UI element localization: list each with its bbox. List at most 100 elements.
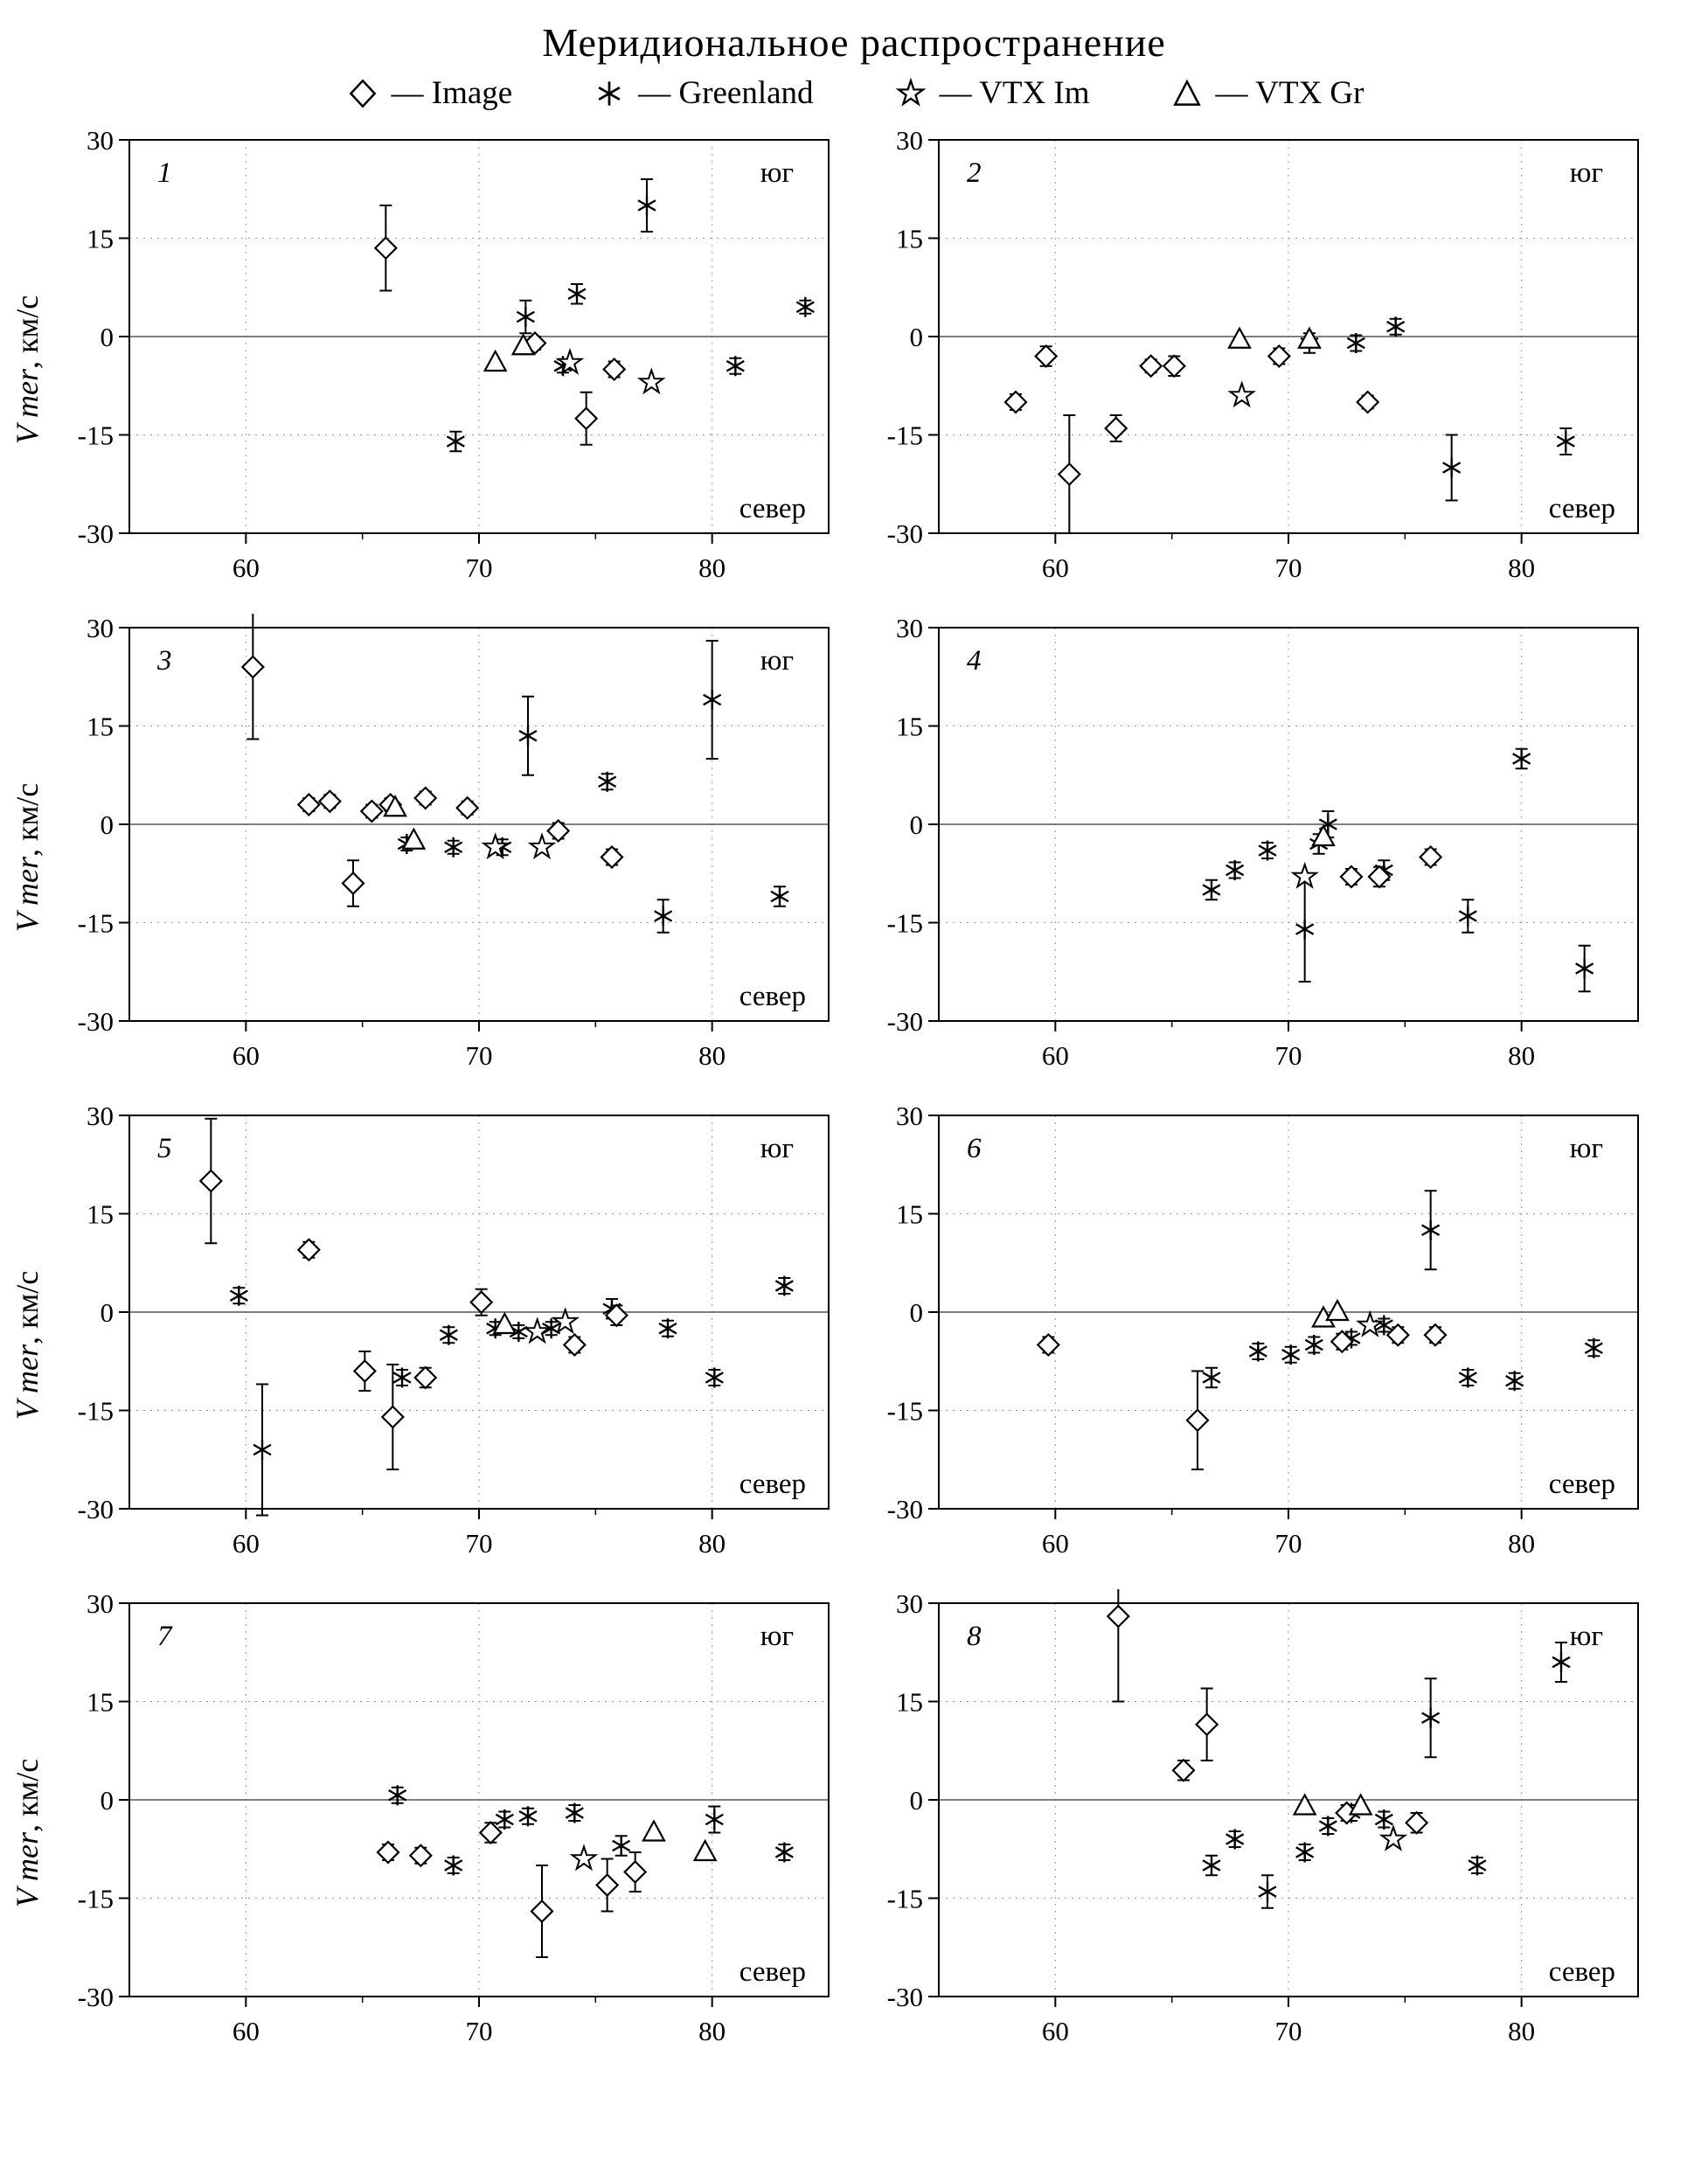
svg-text:север: север <box>739 981 806 1012</box>
panel-1-chart: 60 70 80 -30 -15 0 15 30 1 юг север <box>78 126 830 583</box>
svg-text:70: 70 <box>466 552 493 583</box>
svg-text:70: 70 <box>1275 1040 1302 1071</box>
svg-text:15: 15 <box>896 1687 923 1718</box>
svg-text:15: 15 <box>87 1687 114 1718</box>
svg-text:0: 0 <box>910 322 924 352</box>
svg-text:0: 0 <box>101 1785 115 1816</box>
svg-text:70: 70 <box>466 2016 493 2046</box>
svg-text:-15: -15 <box>78 1884 114 1914</box>
svg-text:80: 80 <box>1508 552 1535 583</box>
diamond-icon <box>349 78 376 108</box>
y-axis-label: V mer, км/с <box>10 1758 45 1908</box>
star-icon <box>895 77 926 107</box>
legend-item-vtx-im: — VTX Im <box>892 74 1090 112</box>
triangle-icon <box>1172 79 1201 106</box>
svg-text:3: 3 <box>156 645 172 677</box>
svg-text:юг: юг <box>760 1621 794 1652</box>
svg-text:80: 80 <box>1508 1528 1535 1559</box>
panel-5-chart: 60 70 80 -30 -15 0 15 30 5 юг север <box>78 1101 830 1559</box>
svg-text:30: 30 <box>896 1101 923 1131</box>
svg-text:5: 5 <box>157 1133 172 1164</box>
svg-text:70: 70 <box>1275 552 1302 583</box>
svg-text:-15: -15 <box>887 420 923 451</box>
svg-text:-15: -15 <box>887 908 923 939</box>
svg-text:север: север <box>1549 1956 1615 1988</box>
svg-text:15: 15 <box>87 224 114 254</box>
svg-text:юг: юг <box>1570 1621 1603 1652</box>
svg-text:0: 0 <box>101 809 115 840</box>
svg-text:юг: юг <box>1570 1133 1603 1164</box>
svg-text:0: 0 <box>101 1297 115 1328</box>
panel-2: 60 70 80 -30 -15 0 15 30 2 юг север <box>855 126 1708 614</box>
svg-text:30: 30 <box>896 614 923 643</box>
svg-text:север: север <box>739 493 806 524</box>
svg-text:-15: -15 <box>78 1396 114 1427</box>
svg-text:30: 30 <box>896 1589 923 1619</box>
panel-3: V mer, км/с 60 70 80 -30 -15 0 15 30 3 юг север <box>0 614 855 1101</box>
svg-text:7: 7 <box>157 1621 173 1652</box>
chart-title: Меридиональное распространение <box>542 20 1166 65</box>
svg-text:15: 15 <box>87 1199 114 1230</box>
legend: — Image — Greenland — VTX Im — VTX Gr <box>0 74 1708 112</box>
svg-text:15: 15 <box>896 1199 923 1230</box>
svg-text:70: 70 <box>466 1040 493 1071</box>
panel-4-chart: 60 70 80 -30 -15 0 15 30 4 <box>887 614 1639 1071</box>
panel-8: 60 70 80 -30 -15 0 15 30 8 юг север <box>855 1589 1708 2077</box>
svg-text:60: 60 <box>1042 552 1069 583</box>
svg-text:-30: -30 <box>78 1982 114 2012</box>
svg-text:-30: -30 <box>887 1494 923 1525</box>
legend-label-greenland: — Greenland <box>638 75 814 111</box>
legend-item-vtx-gr: — VTX Gr <box>1169 74 1364 112</box>
svg-text:юг: юг <box>760 645 794 677</box>
svg-text:-30: -30 <box>887 518 923 549</box>
svg-text:4: 4 <box>967 645 982 677</box>
legend-label-image: — Image <box>391 75 513 111</box>
svg-text:60: 60 <box>1042 2016 1069 2046</box>
asterisk-icon <box>598 80 621 106</box>
svg-text:-15: -15 <box>887 1884 923 1914</box>
svg-text:30: 30 <box>87 1589 114 1619</box>
svg-text:-15: -15 <box>887 1396 923 1427</box>
svg-text:юг: юг <box>760 157 794 189</box>
svg-text:80: 80 <box>698 1528 726 1559</box>
svg-text:30: 30 <box>896 126 923 156</box>
svg-text:0: 0 <box>910 1297 924 1328</box>
svg-text:0: 0 <box>910 809 924 840</box>
panel-2-chart: 60 70 80 -30 -15 0 15 30 2 юг север <box>887 126 1639 583</box>
svg-text:-15: -15 <box>78 908 114 939</box>
svg-text:60: 60 <box>1042 1040 1069 1071</box>
svg-text:юг: юг <box>1570 157 1603 189</box>
svg-text:-30: -30 <box>78 518 114 549</box>
svg-text:15: 15 <box>87 712 114 742</box>
y-axis-label: V mer, км/с <box>10 782 45 933</box>
svg-text:60: 60 <box>233 552 260 583</box>
svg-text:30: 30 <box>87 614 114 643</box>
panel-grid: V mer, км/с 60 70 80 -30 -15 0 15 30 1 юг север 60… <box>0 126 1708 2077</box>
panel-6: 60 70 80 -30 -15 0 15 30 6 юг север <box>855 1101 1708 1589</box>
svg-text:-30: -30 <box>78 1494 114 1525</box>
svg-text:60: 60 <box>1042 1528 1069 1559</box>
svg-text:0: 0 <box>910 1785 924 1816</box>
svg-text:60: 60 <box>233 2016 260 2046</box>
svg-text:север: север <box>739 1956 806 1988</box>
figure: Меридиональное распространение — Image —… <box>0 19 1708 2077</box>
svg-text:-15: -15 <box>78 420 114 451</box>
panel-6-chart: 60 70 80 -30 -15 0 15 30 6 юг север <box>887 1101 1639 1559</box>
legend-label-vtx-im: — VTX Im <box>939 75 1090 111</box>
svg-text:1: 1 <box>157 157 172 189</box>
svg-text:80: 80 <box>698 2016 726 2046</box>
panel-3-chart: 60 70 80 -30 -15 0 15 30 3 юг север <box>78 614 830 1071</box>
svg-text:0: 0 <box>101 322 115 352</box>
svg-text:15: 15 <box>896 224 923 254</box>
svg-text:-30: -30 <box>887 1006 923 1037</box>
svg-text:60: 60 <box>233 1528 260 1559</box>
panel-7-chart: 60 70 80 -30 -15 0 15 30 7 юг север <box>78 1589 830 2046</box>
legend-item-image: — Image <box>344 74 513 112</box>
svg-text:80: 80 <box>698 1040 726 1071</box>
svg-text:-30: -30 <box>78 1006 114 1037</box>
svg-text:70: 70 <box>466 1528 493 1559</box>
panel-7: V mer, км/с 60 70 80 -30 -15 0 15 30 7 юг север <box>0 1589 855 2077</box>
svg-text:60: 60 <box>233 1040 260 1071</box>
svg-text:80: 80 <box>1508 2016 1535 2046</box>
panel-8-chart: 60 70 80 -30 -15 0 15 30 8 юг север <box>887 1589 1639 2046</box>
